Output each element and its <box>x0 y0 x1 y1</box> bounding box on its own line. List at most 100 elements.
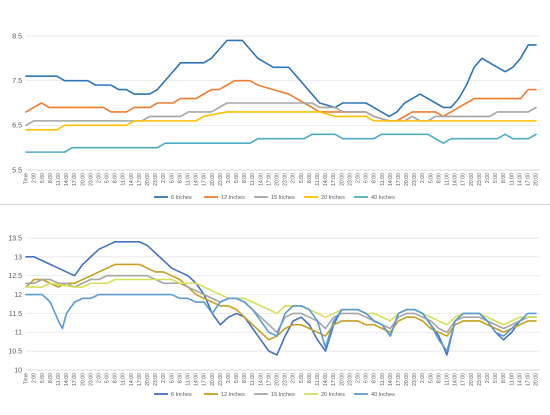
x-tick-label: 14:00 <box>64 173 70 186</box>
y-tick-label: 8.5 <box>12 33 22 40</box>
series-line-6-inches <box>25 240 537 356</box>
series-line-40-inches <box>25 293 537 352</box>
x-tick-label: 20:00 <box>145 373 151 386</box>
x-tick-label: 14:00 <box>129 373 135 386</box>
x-tick-label: 20:00 <box>339 373 345 386</box>
x-tick-label: 11:00 <box>445 173 451 186</box>
x-tick-label: 23:00 <box>88 173 94 186</box>
y-tick-label: 12.5 <box>8 273 22 280</box>
y-tick-label: 13 <box>14 254 22 261</box>
x-tick-label: 14:00 <box>129 173 135 186</box>
gridlines <box>26 237 540 371</box>
x-tick-label: 20:00 <box>534 173 540 186</box>
x-tick-label: 8:00 <box>436 173 442 183</box>
y-tick-label: 10 <box>14 367 22 374</box>
x-tick-label: 14:00 <box>64 373 70 386</box>
x-tick-label: 2:00 <box>161 373 167 383</box>
x-tick-label: 5:00 <box>105 373 111 383</box>
x-tick-label: 2:00 <box>291 173 297 183</box>
x-tick-label: 2:00 <box>485 373 491 383</box>
x-tick-label: 5:00 <box>40 373 46 383</box>
x-tick-label: 14:00 <box>258 373 264 386</box>
x-tick-label: 2:00 <box>420 173 426 183</box>
x-tick-label: 20:00 <box>80 373 86 386</box>
x-tick-label: 14:00 <box>194 373 200 386</box>
x-tick-label: 2:00 <box>226 373 232 383</box>
x-tick-label: 17:00 <box>202 173 208 186</box>
x-tick-label: 14:00 <box>517 373 523 386</box>
x-tick-label: 2:00 <box>291 373 297 383</box>
x-tick-label: 8:00 <box>436 373 442 383</box>
x-tick-label: 14:00 <box>194 173 200 186</box>
x-tick-label: 23:00 <box>347 173 353 186</box>
x-tick-label: 11:00 <box>185 173 191 186</box>
x-tick-label: 20:00 <box>275 173 281 186</box>
legend-label: 15 Inches <box>271 392 295 398</box>
x-tick-label: 20:00 <box>339 173 345 186</box>
x-tick-label: 2:00 <box>355 373 361 383</box>
x-tick-label: 14:00 <box>323 173 329 186</box>
x-tick-label: 23:00 <box>283 373 289 386</box>
y-tick-label: 10.5 <box>8 349 22 356</box>
x-tick-label: 5:00 <box>40 173 46 183</box>
y-tick-label: 7.5 <box>12 78 22 85</box>
x-tick-label: 23:00 <box>283 173 289 186</box>
x-tick-label: 11:00 <box>380 373 386 386</box>
x-tick-label: 14:00 <box>388 173 394 186</box>
x-tick-label: Time <box>24 373 30 384</box>
series-line-20-inches <box>25 111 537 131</box>
x-tick-label: 8:00 <box>372 373 378 383</box>
x-tick-label: 2:00 <box>32 173 38 183</box>
x-tick-label: 17:00 <box>461 373 467 386</box>
x-tick-label: 17:00 <box>396 173 402 186</box>
y-tick-label: 5.5 <box>12 167 22 174</box>
x-tick-label: 23:00 <box>477 373 483 386</box>
x-tick-label: 14:00 <box>453 373 459 386</box>
x-tick-label: 17:00 <box>331 173 337 186</box>
x-tick-label: 14:00 <box>258 173 264 186</box>
x-tick-label: 14:00 <box>517 173 523 186</box>
legend-label: 12 Inches <box>221 195 245 201</box>
x-tick-label: 17:00 <box>461 173 467 186</box>
x-tick-label: 2:00 <box>96 173 102 183</box>
x-tick-label: 8:00 <box>113 373 119 383</box>
x-tick-label: 17:00 <box>266 373 272 386</box>
x-tick-label: 17:00 <box>137 173 143 186</box>
x-tick-label: 8:00 <box>242 373 248 383</box>
x-tick-label: 8:00 <box>501 373 507 383</box>
x-tick-label: 11:00 <box>315 373 321 386</box>
series-line-12-inches <box>25 79 537 122</box>
x-tick-label: 8:00 <box>372 173 378 183</box>
x-tick-label: 14:00 <box>323 373 329 386</box>
x-tick-label: 20:00 <box>145 173 151 186</box>
x-tick-label: 8:00 <box>48 173 54 183</box>
x-tick-label: 17:00 <box>72 173 78 186</box>
x-tick-label: 11:00 <box>509 173 515 186</box>
x-tick-label: 5:00 <box>169 373 175 383</box>
legend-label: 40 Inches <box>371 195 395 201</box>
x-tick-label: 17:00 <box>72 373 78 386</box>
x-tick-label: 2:00 <box>161 173 167 183</box>
series-line-12-inches <box>25 263 537 341</box>
x-tick-label: 5:00 <box>428 173 434 183</box>
legend-label: 15 Inches <box>271 195 295 201</box>
x-tick-label: 8:00 <box>113 173 119 183</box>
x-tick-label: 23:00 <box>412 173 418 186</box>
x-tick-label: 5:00 <box>428 373 434 383</box>
x-tick-label: 5:00 <box>169 173 175 183</box>
chart-top-panel: 5.5 6.5 7.5 8.5 Time 2:00 5:00 8:00 11:00 14:00 17… <box>0 0 550 205</box>
x-tick-label: 17:00 <box>137 373 143 386</box>
y-tick-label: 6.5 <box>12 123 22 130</box>
x-tick-label: 20:00 <box>404 173 410 186</box>
x-tick-label: 20:00 <box>534 373 540 386</box>
chart-bottom-panel: 10 10.5 11 11.5 12 12.5 13 13.5 Time 2:00 5:00 8:00… <box>0 205 550 415</box>
x-tick-label: 2:00 <box>420 373 426 383</box>
y-tick-label: 12 <box>14 292 22 299</box>
x-tick-label: 11:00 <box>121 373 127 386</box>
legend: 6 Inches 12 Inches 15 Inches 20 Inches 40 In… <box>154 392 395 398</box>
legend-label: 40 Inches <box>371 392 395 398</box>
x-tick-label: 14:00 <box>388 373 394 386</box>
x-tick-label: 11:00 <box>380 173 386 186</box>
